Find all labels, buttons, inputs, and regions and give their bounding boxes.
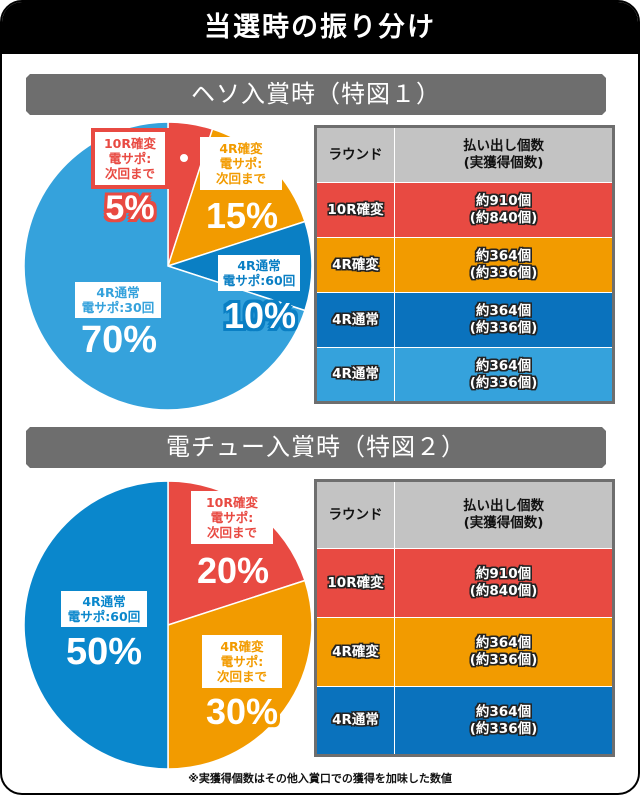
table-row: 10R確変 約910個 (約840個) bbox=[315, 548, 614, 618]
col-header-round: ラウンド bbox=[315, 126, 395, 183]
slice-label-10r-kakuhen: 10R確変 電サポ: 次回まで bbox=[91, 128, 169, 189]
slice-label-4r-kakuhen-2: 4R確変 電サポ: 次回まで bbox=[202, 635, 282, 688]
slice-pct-4r-kakuhen: 15% bbox=[205, 195, 279, 236]
slice-label-10r-kakuhen-2: 10R確変 電サポ: 次回まで bbox=[191, 491, 273, 544]
payout-table-heso: ラウンド 払い出し個数 (実獲得個数) 10R確変 約910個 (約840個) 4… bbox=[314, 125, 615, 404]
slice-label-4r-tsujo-60: 4R通常 電サポ:60回 bbox=[218, 255, 300, 291]
col-header-payout: 払い出し個数 (実獲得個数) bbox=[394, 480, 614, 549]
table-row: 4R通常 約364個 (約336個) bbox=[315, 686, 614, 756]
slice-label-4r-tsujo-60-2: 4R通常 電サポ:60回 bbox=[61, 591, 147, 627]
slice-label-4r-tsujo-30: 4R通常 電サポ:30回 bbox=[75, 282, 161, 318]
table-header-row: ラウンド 払い出し個数 (実獲得個数) bbox=[315, 480, 614, 549]
slice-pct-4r-kakuhen-2: 30% bbox=[205, 691, 279, 732]
payout-table-denchu: ラウンド 払い出し個数 (実獲得個数) 10R確変 約910個 (約840個) 4… bbox=[314, 479, 615, 757]
table-row: 4R通常 約364個 (約336個) bbox=[315, 347, 614, 403]
table-row: 10R確変 約910個 (約840個) bbox=[315, 182, 614, 238]
slice-pct-10r-kakuhen: 5% bbox=[105, 189, 155, 227]
table-header-row: ラウンド 払い出し個数 (実獲得個数) bbox=[315, 126, 614, 183]
slice-pct-4r-tsujo-60-2: 50% bbox=[65, 631, 143, 673]
page-title: 当選時の振り分け bbox=[2, 2, 638, 54]
section-header-heso: ヘソ入賞時（特図１） bbox=[26, 74, 606, 115]
table-row: 4R通常 約364個 (約336個) bbox=[315, 292, 614, 348]
footnote: ※実獲得個数はその他入賞口での獲得を加味した数値 bbox=[188, 772, 452, 785]
table-row: 4R確変 約364個 (約336個) bbox=[315, 617, 614, 687]
slice-pct-4r-tsujo-60: 10% bbox=[223, 295, 297, 336]
col-header-payout: 払い出し個数 (実獲得個数) bbox=[394, 126, 614, 183]
table-row: 4R確変 約364個 (約336個) bbox=[315, 237, 614, 293]
slice-pct-4r-tsujo-30: 70% bbox=[80, 319, 158, 361]
slice-label-4r-kakuhen: 4R確変 電サポ: 次回まで bbox=[200, 137, 282, 190]
pie-slice-4r-tsujo-30 bbox=[23, 121, 306, 411]
slice-pct-10r-kakuhen-2: 20% bbox=[196, 550, 270, 591]
col-header-round: ラウンド bbox=[315, 480, 395, 549]
section-header-denchu: 電チュー入賞時（特図２） bbox=[26, 427, 606, 468]
